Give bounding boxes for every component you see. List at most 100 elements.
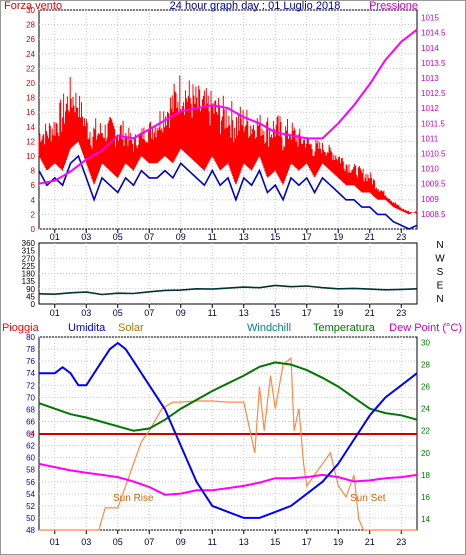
temperature-tick-label: 30	[421, 339, 430, 348]
temperature-tick-label: 22	[421, 427, 430, 436]
direction-tick-label: 360	[22, 239, 36, 248]
x-tick-label: 21	[365, 537, 375, 547]
temperature-tick-label: 14	[421, 515, 430, 524]
direction-tick-label: 90	[26, 285, 35, 294]
x-tick-label: 15	[270, 537, 280, 547]
x-tick-label: 03	[81, 537, 91, 547]
x-tick-label: 01	[50, 537, 60, 547]
pressure-axis: 1008.5 1009 1009.5 1010 1010.5 1011 1011.5 1012…	[421, 14, 446, 219]
humidity-tick-label: 56	[26, 478, 35, 487]
wind-tick-label: 2	[31, 210, 36, 219]
legend-temperature: Temperatura	[313, 322, 376, 334]
wind-tick-label: 18	[26, 94, 35, 103]
wind-tick-label: 20	[26, 79, 35, 88]
x-tick-label: 15	[270, 232, 280, 242]
wind-direction-series	[38, 284, 418, 296]
temperature-humidity-series	[38, 341, 418, 531]
pressure-tick-label: 1012	[421, 104, 439, 113]
x-tick-label: 05	[113, 308, 123, 318]
x-tick-label: 11	[208, 232, 217, 242]
x-tick-label: 21	[365, 232, 375, 242]
x-tick-label: 13	[239, 537, 249, 547]
pressure-series	[38, 28, 418, 185]
humidity-tick-label: 70	[26, 393, 35, 402]
temperature-humidity-time-axis: 01 03 05 07 09 11 13 15 17 19 21 23	[50, 530, 406, 547]
pressure-tick-label: 1010	[421, 165, 439, 174]
x-tick-label: 19	[333, 232, 343, 242]
wind-tick-label: 6	[31, 181, 36, 190]
direction-tick-label: 45	[26, 292, 35, 301]
temperature-tick-label: 18	[421, 471, 430, 480]
x-tick-label: 15	[270, 308, 280, 318]
wind-pressure-vgrid	[54, 10, 402, 229]
temperature-axis: 14 16 18 20 22 24 26 28 30	[421, 339, 430, 524]
wind-direction-time-axis: 01 03 05 07 09 11 13 15 17 19 21 23	[50, 304, 406, 318]
wind-tick-label: 14	[26, 123, 35, 132]
temperature-tick-label: 20	[421, 449, 430, 458]
sun-rise-annotation: Sun Rise	[113, 493, 154, 504]
compass-direction-label: N	[436, 240, 443, 251]
wind-gust-series	[38, 75, 418, 215]
direction-tick-label: 225	[22, 262, 36, 271]
humidity-tick-label: 58	[26, 466, 35, 475]
humidity-tick-label: 68	[26, 405, 35, 414]
humidity-tick-label: 52	[26, 502, 35, 511]
x-tick-label: 13	[239, 308, 249, 318]
humidity-tick-label: 54	[26, 490, 35, 499]
pressure-tick-label: 1013	[421, 74, 439, 83]
humidity-tick-label: 48	[26, 526, 35, 535]
compass-direction-label: E	[437, 281, 444, 292]
wind-tick-label: 30	[26, 6, 35, 15]
temperature-humidity-panel: Pioggia Umidita Solar Windchill Temperat…	[2, 322, 462, 547]
x-tick-label: 01	[50, 232, 60, 242]
x-tick-label: 09	[176, 308, 186, 318]
compass-direction-label: W	[435, 254, 445, 265]
pressure-tick-label: 1013.5	[421, 59, 446, 68]
pressure-tick-label: 1014.5	[421, 29, 446, 38]
humidity-tick-label: 60	[26, 454, 35, 463]
pressure-tick-label: 1012.5	[421, 89, 446, 98]
x-tick-label: 23	[396, 537, 406, 547]
x-tick-label: 21	[365, 308, 375, 318]
pressure-tick-label: 1011	[421, 134, 439, 143]
x-tick-label: 19	[333, 308, 343, 318]
x-tick-label: 03	[81, 308, 91, 318]
humidity-tick-label: 78	[26, 345, 35, 354]
direction-tick-label: 315	[22, 247, 36, 256]
pressure-tick-label: 1014	[421, 44, 439, 53]
pressure-tick-label: 1011.5	[421, 119, 445, 128]
sun-set-annotation: Sun Set	[350, 493, 386, 504]
x-tick-label: 09	[176, 537, 186, 547]
wind-pressure-plot-area	[38, 9, 418, 230]
direction-tick-label: 135	[22, 277, 36, 286]
legend-dewpoint: Dew Point (°C)	[389, 322, 462, 334]
wind-tick-label: 28	[26, 21, 35, 30]
legend-solar: Solar	[118, 322, 144, 334]
direction-tick-label: 270	[22, 254, 36, 263]
pressure-tick-label: 1015	[421, 14, 439, 23]
wind-tick-label: 12	[26, 137, 35, 146]
x-tick-label: 03	[81, 232, 91, 242]
wind-tick-label: 26	[26, 35, 35, 44]
temperature-tick-label: 26	[421, 383, 430, 392]
direction-tick-label: 180	[22, 270, 36, 279]
temperature-tick-label: 28	[421, 361, 430, 370]
x-tick-label: 23	[396, 308, 406, 318]
compass-direction-label: N	[436, 294, 443, 305]
humidity-tick-label: 50	[26, 514, 35, 523]
humidity-tick-label: 80	[26, 333, 35, 342]
temperature-tick-label: 16	[421, 493, 430, 502]
x-tick-label: 11	[208, 308, 217, 318]
wind-speed-series	[38, 154, 418, 230]
legend-humidity: Umidita	[68, 322, 106, 334]
wind-tick-label: 16	[26, 108, 35, 117]
solar-series	[39, 356, 417, 531]
temperature-series	[38, 361, 418, 432]
legend-rain: Pioggia	[2, 322, 40, 334]
x-tick-label: 13	[239, 232, 249, 242]
legend-windchill: Windchill	[247, 322, 291, 334]
